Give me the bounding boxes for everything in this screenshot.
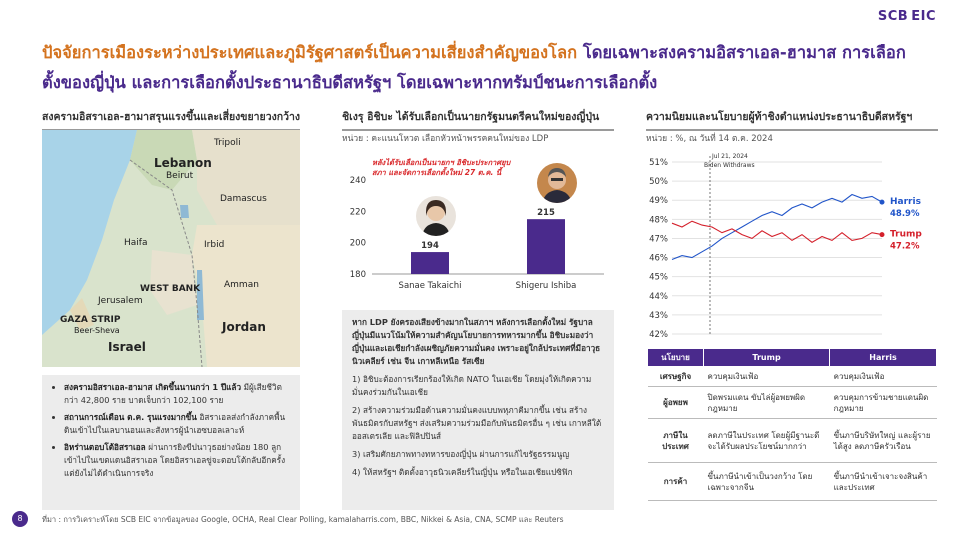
annotation-text: Biden Withdraws: [704, 162, 755, 169]
map-label-tripoli: Tripoli: [214, 138, 241, 148]
series-name-label: Harris: [890, 197, 921, 207]
table-row: ผู้อพยพ ปิดพรมแดน ขับไล่ผู้อพยพผิดกฎหมาย…: [647, 386, 937, 419]
takaichi-photo: [416, 196, 456, 236]
section1-bullets: สงครามอิสราเอล-ฮามาส เกิดขึ้นนานกว่า 1 ป…: [42, 375, 300, 510]
line-chart: 51% 50% 49% 48% 47% 46% 45% 44% 43% 42% Jul 21, 20…: [649, 153, 922, 340]
jordan-area: [192, 225, 300, 367]
bar-value-label: 194: [421, 241, 439, 251]
y-tick-label: 200: [350, 239, 366, 249]
y-tick-label: 49%: [649, 196, 668, 206]
textbox-point-2: 2) สร้างความร่วมมือด้านความมั่นคงแบบพหุภ…: [352, 405, 602, 441]
bar-chart: 180 200 220 240 194 Sanae Takaichi 215 Shigeru …: [350, 176, 604, 291]
annotation-date: Jul 21, 2024: [711, 153, 748, 160]
y-tick-label: 51%: [649, 158, 668, 168]
y-tick-label: 180: [350, 270, 366, 280]
textbox-point-4: 4) ให้สหรัฐฯ ติดตั้งอาวุธนิวเคลียร์ในญี่…: [352, 467, 573, 477]
table-header: นโยบาย: [647, 348, 704, 367]
y-tick-label: 220: [350, 207, 366, 217]
section3-unit: หน่วย : %, ณ วันที่ 14 ต.ค. 2024: [646, 134, 773, 144]
bullet-item: สงครามอิสราเอล-ฮามาส เกิดขึ้นนานกว่า 1 ป…: [64, 381, 292, 407]
section2-textbox: หาก LDP ยังครองเสียงข้างมากในสภาฯ หลังกา…: [342, 310, 614, 510]
policy-table: นโยบาย Trump Harris เศรษฐกิจ ควบคุมเงินเ…: [647, 348, 937, 501]
y-tick-label: 47%: [649, 234, 668, 244]
syria-area: [192, 130, 300, 225]
map-shapes: [42, 130, 300, 367]
section3-heading: ความนิยมและนโยบายผู้ท้าชิงตำแหน่งประธานา…: [646, 108, 938, 131]
map-label-haifa: Haifa: [124, 238, 148, 248]
textbox-intro: หาก LDP ยังครองเสียงข้างมากในสภาฯ หลังกา…: [352, 317, 601, 366]
table-header: Harris: [829, 348, 937, 367]
title-part-2: โดยเฉพาะสงครามอิสราเอล-ฮามาส การเลือกตั้…: [42, 43, 906, 92]
map-label-jerusalem: Jerusalem: [98, 296, 143, 306]
y-tick-label: 48%: [649, 215, 668, 225]
middle-east-map: Tripoli Lebanon Beirut Damascus Haifa Ir…: [42, 130, 300, 367]
y-tick-label: 50%: [649, 177, 668, 187]
mediterranean-sea: [42, 130, 137, 335]
map-label-damascus: Damascus: [220, 194, 267, 204]
y-tick-label: 240: [350, 176, 366, 186]
table-row: เศรษฐกิจ ควบคุมเงินเฟ้อ ควบคุมเงินเฟ้อ: [647, 366, 937, 387]
y-tick-label: 42%: [649, 330, 668, 340]
map-label-gaza: GAZA STRIP: [60, 315, 121, 325]
bullet-item: สถานการณ์เดือน ต.ค. รุนแรงมากขึ้น อิสราเ…: [64, 411, 292, 437]
category-label: Shigeru Ishiba: [516, 281, 577, 291]
map-label-amman: Amman: [224, 280, 259, 290]
map-label-jordan: Jordan: [222, 320, 266, 334]
table-row: ภาษีใน ประเทศ ลดภาษีในประเทศ โดยผู้มีฐาน…: [647, 418, 937, 463]
page-title: ปัจจัยการเมืองระหว่างประเทศและภูมิรัฐศาส…: [42, 38, 922, 98]
series-value-label: 48.9%: [890, 209, 920, 219]
y-tick-label: 43%: [649, 311, 668, 321]
series-line-trump: [671, 220, 883, 243]
table-header: Trump: [702, 348, 831, 367]
brand-logo: SCB EIC: [877, 9, 936, 24]
series-name-label: Trump: [890, 230, 922, 240]
map-label-west-bank: WEST BANK: [140, 284, 201, 294]
bar: [411, 252, 449, 274]
ishiba-photo: [537, 163, 577, 203]
y-tick-label: 45%: [649, 273, 668, 283]
title-part-1: ปัจจัยการเมืองระหว่างประเทศและภูมิรัฐศาส…: [42, 43, 578, 62]
section2-heading: ชิเงรุ อิชิบะ ได้รับเลือกเป็นนายกรัฐมนตร…: [342, 108, 614, 131]
series-line-harris: [671, 193, 883, 261]
dead-sea: [197, 270, 204, 320]
category-label: Sanae Takaichi: [399, 281, 462, 291]
gaza-area: [70, 298, 94, 330]
map-label-beirut: Beirut: [166, 171, 194, 181]
series-end-dot: [879, 232, 885, 238]
series-end-dot: [879, 199, 885, 205]
page-number: 8: [12, 511, 28, 527]
bar-value-label: 215: [537, 208, 555, 218]
map-label-beer-sheva: Beer-Sheva: [74, 326, 120, 335]
textbox-point-3: 3) เสริมศักยภาพทางทหารของญี่ปุ่น ผ่านการ…: [352, 449, 570, 459]
y-tick-label: 44%: [649, 292, 668, 302]
chart-note: หลังได้รับเลือกเป็นนายกฯ อิชิบะประกาศยุบ…: [372, 158, 511, 177]
sea-of-galilee: [180, 205, 189, 218]
textbox-point-1: 1) อิชิบะต้องการเรียกร้องให้เกิด NATO ใน…: [352, 374, 592, 397]
lebanon-area: [130, 130, 197, 190]
map-label-lebanon: Lebanon: [154, 156, 212, 170]
section2-unit: หน่วย : คะแนนโหวต เลือกหัวหน้าพรรคคนใหม่…: [342, 134, 549, 144]
table-row: การค้า ขึ้นภาษีนำเข้าเป็นวงกว้าง โดยเฉพา…: [647, 462, 937, 501]
series-value-label: 47.2%: [890, 242, 920, 252]
section1-heading: สงครามอิสราเอล-ฮามาสรุนแรงขึ้นและเสี่ยงข…: [42, 108, 300, 131]
y-tick-label: 46%: [649, 254, 668, 264]
bar: [527, 219, 565, 274]
bullet-item: อิหร่านตอบโต้อิสราเอล ผ่านการยิงขีปนาวุธ…: [64, 441, 292, 480]
source-note: ที่มา : การวิเคราะห์โดย SCB EIC จากข้อมู…: [42, 515, 564, 524]
map-label-irbid: Irbid: [204, 240, 225, 250]
west-bank-area: [150, 250, 197, 315]
map-label-israel: Israel: [108, 340, 146, 354]
